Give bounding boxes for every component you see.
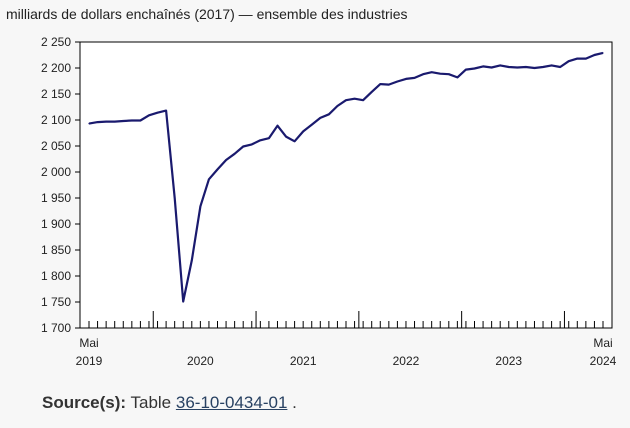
y-tick-label: 1 750 xyxy=(41,295,71,309)
source-prefix: Table xyxy=(130,393,172,412)
x-year-label: 2019 xyxy=(76,354,103,368)
data-point xyxy=(413,77,416,79)
data-point xyxy=(199,205,201,207)
data-point xyxy=(259,139,261,141)
data-point xyxy=(508,66,510,68)
x-year-label: 2021 xyxy=(290,354,317,368)
y-tick-label: 1 700 xyxy=(41,321,71,335)
data-point xyxy=(165,110,167,112)
data-point xyxy=(88,123,90,125)
data-point xyxy=(242,145,244,148)
data-point xyxy=(268,137,270,139)
source-line: Source(s): Table 36-10-0434-01 . xyxy=(42,393,297,413)
data-point xyxy=(251,143,253,146)
data-point xyxy=(234,153,236,155)
data-point xyxy=(362,99,364,101)
series-layer xyxy=(88,51,604,303)
data-point xyxy=(525,66,527,68)
y-tick-label: 1 800 xyxy=(41,269,71,283)
data-point xyxy=(568,60,570,62)
data-point xyxy=(379,83,381,85)
data-point xyxy=(105,120,107,123)
data-point xyxy=(422,73,424,75)
data-point xyxy=(114,120,116,123)
data-point xyxy=(139,119,141,122)
x-axis: Mai 2019 2020 2021 2022 2023 Mai 2024 xyxy=(76,336,617,368)
source-suffix: . xyxy=(292,393,297,412)
data-point xyxy=(174,197,176,199)
x-year-label: 2020 xyxy=(187,354,214,368)
data-point xyxy=(328,113,330,115)
x-year-label: 2022 xyxy=(393,354,420,368)
x-year-label: 2023 xyxy=(495,354,522,368)
data-point xyxy=(285,136,287,138)
y-tick-label: 2 100 xyxy=(41,113,71,127)
data-point xyxy=(276,125,279,127)
y-tick-label: 2 250 xyxy=(41,35,71,49)
data-point xyxy=(593,54,596,56)
y-tick-label: 2 050 xyxy=(41,139,71,153)
data-point xyxy=(516,66,518,69)
data-point xyxy=(302,130,304,133)
data-point xyxy=(388,84,390,86)
data-point xyxy=(533,67,536,69)
x-month-label: Mai xyxy=(79,336,98,350)
data-point xyxy=(491,66,493,69)
y-tick-label: 2 150 xyxy=(41,87,71,101)
data-point xyxy=(405,78,407,80)
data-point xyxy=(216,168,219,170)
data-point xyxy=(345,99,347,101)
data-point xyxy=(182,300,184,303)
data-point xyxy=(499,64,501,66)
data-point xyxy=(448,73,450,75)
data-point xyxy=(473,67,476,70)
data-point xyxy=(439,73,441,75)
x-month-ticks xyxy=(88,311,604,328)
source-label: Source(s): xyxy=(42,393,127,412)
data-point xyxy=(294,140,296,142)
data-point xyxy=(551,64,553,66)
data-point xyxy=(131,119,133,122)
data-point xyxy=(465,68,467,71)
data-point xyxy=(208,178,210,180)
data-point xyxy=(319,117,321,119)
data-point xyxy=(225,159,227,161)
data-point xyxy=(396,80,398,83)
y-axis: 1 700 1 750 1 800 1 850 1 900 1 950 2 000 2 050… xyxy=(41,35,80,335)
data-point xyxy=(482,65,484,68)
data-point xyxy=(371,91,373,93)
data-point xyxy=(542,66,544,68)
data-point xyxy=(336,105,339,107)
data-point xyxy=(96,121,99,123)
y-tick-label: 2 000 xyxy=(41,165,71,179)
data-point xyxy=(122,120,124,122)
y-tick-label: 1 850 xyxy=(41,243,71,257)
x-year-label: 2024 xyxy=(590,354,617,368)
x-month-label: Mai xyxy=(593,336,612,350)
data-point xyxy=(311,124,313,126)
y-tick-label: 1 900 xyxy=(41,217,71,231)
data-point xyxy=(148,114,150,116)
data-point xyxy=(559,66,561,68)
y-tick-label: 1 950 xyxy=(41,191,71,205)
data-point xyxy=(602,52,604,54)
data-point xyxy=(431,71,433,73)
data-point xyxy=(576,58,578,60)
data-point xyxy=(585,58,587,60)
plot-frame xyxy=(79,41,613,329)
data-point xyxy=(156,112,159,114)
y-tick-label: 2 200 xyxy=(41,61,71,75)
data-point xyxy=(353,98,356,100)
unit-label: milliards de dollars enchaînés (2017) — … xyxy=(6,6,408,22)
data-point xyxy=(191,259,193,261)
source-table-link[interactable]: 36-10-0434-01 xyxy=(175,393,288,412)
data-point xyxy=(456,76,458,78)
